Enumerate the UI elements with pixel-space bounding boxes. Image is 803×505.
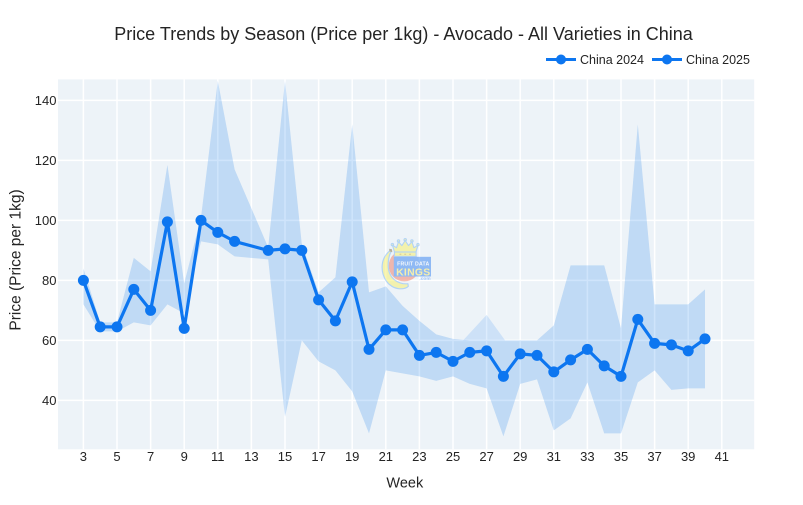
svg-text:21: 21 — [379, 449, 393, 464]
svg-text:80: 80 — [42, 273, 56, 288]
svg-text:9: 9 — [181, 449, 188, 464]
svg-text:41: 41 — [715, 449, 729, 464]
svg-text:.com: .com — [419, 277, 430, 282]
svg-text:23: 23 — [412, 449, 426, 464]
svg-text:KINGS: KINGS — [396, 267, 430, 278]
svg-text:25: 25 — [446, 449, 460, 464]
svg-text:17: 17 — [311, 449, 325, 464]
svg-text:7: 7 — [147, 449, 154, 464]
svg-text:35: 35 — [614, 449, 628, 464]
svg-text:29: 29 — [513, 449, 527, 464]
svg-text:FRUIT DATA: FRUIT DATA — [397, 262, 429, 268]
svg-text:33: 33 — [580, 449, 594, 464]
svg-text:19: 19 — [345, 449, 359, 464]
svg-text:40: 40 — [42, 393, 56, 408]
svg-text:13: 13 — [244, 449, 258, 464]
svg-text:15: 15 — [278, 449, 292, 464]
svg-text:China 2025: China 2025 — [686, 53, 750, 67]
svg-text:Week: Week — [386, 476, 424, 492]
svg-text:China 2024: China 2024 — [580, 53, 644, 67]
svg-text:37: 37 — [647, 449, 661, 464]
svg-text:39: 39 — [681, 449, 695, 464]
svg-text:140: 140 — [35, 93, 57, 108]
svg-text:31: 31 — [547, 449, 561, 464]
svg-text:Price (Price per 1kg): Price (Price per 1kg) — [8, 189, 25, 330]
svg-text:3: 3 — [80, 449, 87, 464]
svg-text:5: 5 — [113, 449, 120, 464]
svg-text:60: 60 — [42, 333, 56, 348]
svg-text:120: 120 — [35, 153, 57, 168]
svg-text:Price Trends by Season (Price: Price Trends by Season (Price per 1kg) -… — [114, 24, 694, 44]
svg-text:100: 100 — [35, 213, 57, 228]
svg-text:27: 27 — [479, 449, 493, 464]
svg-text:11: 11 — [211, 449, 225, 464]
